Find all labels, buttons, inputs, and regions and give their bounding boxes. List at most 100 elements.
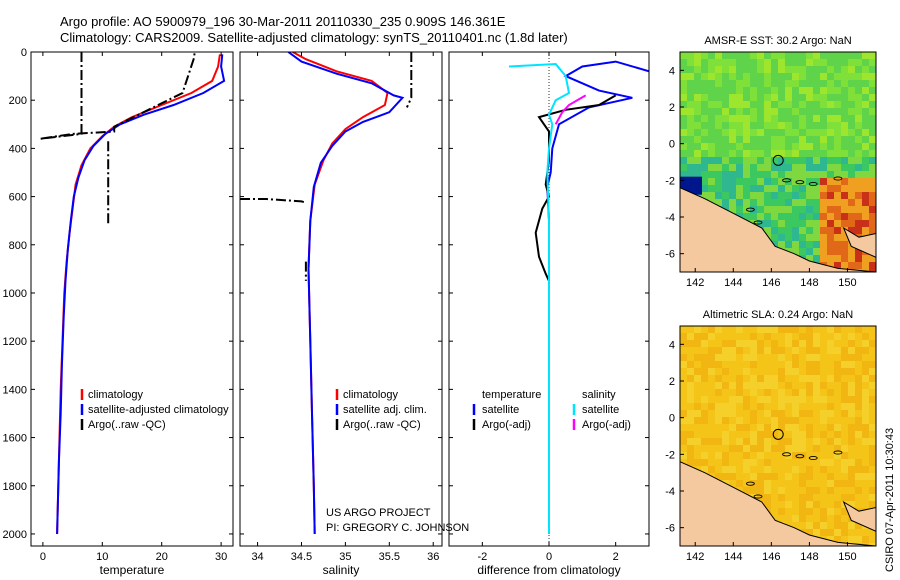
series-line-satellite-adj-clim- xyxy=(287,52,405,535)
x-tick-label: 30 xyxy=(215,551,227,563)
y-tick-label: 200 xyxy=(9,95,27,107)
map-x-tick-label: 148 xyxy=(800,551,818,563)
islet xyxy=(782,452,792,457)
legend-entry: climatology xyxy=(343,389,399,401)
map-x-tick-label: 146 xyxy=(762,277,780,289)
island xyxy=(842,500,876,532)
x-axis-label: difference from climatology xyxy=(477,563,620,577)
islet xyxy=(808,455,818,461)
islet xyxy=(795,454,805,459)
map-y-tick-label: -6 xyxy=(665,249,675,261)
float-location-marker xyxy=(772,428,784,440)
map-frame xyxy=(679,51,877,273)
map-y-tick-label: -4 xyxy=(665,212,675,224)
islet xyxy=(833,176,843,181)
series-line-argo-raw-qc- xyxy=(240,198,307,204)
map-y-tick-label: 2 xyxy=(669,102,675,114)
islet xyxy=(753,220,763,225)
float-location-marker xyxy=(772,154,784,166)
y-tick-label: 1000 xyxy=(3,288,27,300)
x-tick-label: 0 xyxy=(546,551,552,563)
x-tick-label: 2 xyxy=(613,551,619,563)
island xyxy=(842,226,876,258)
y-tick-label: 1600 xyxy=(3,433,27,445)
map-title: AMSR-E SST: 30.2 Argo: NaN xyxy=(704,35,851,47)
islet xyxy=(808,181,818,187)
map-panels: AMSR-E SST: 30.2 Argo: NaN 142 144 146 148 15… xyxy=(665,35,877,563)
y-tick-label: 800 xyxy=(9,240,27,252)
y-tick-label: 600 xyxy=(9,192,27,204)
series-line-argo-raw-qc- xyxy=(39,52,196,140)
credit-line-2: PI: GREGORY C. JOHNSON xyxy=(326,522,469,534)
map-x-tick-label: 150 xyxy=(838,551,856,563)
x-tick-label: 35 xyxy=(339,551,351,563)
y-tick-label: 1800 xyxy=(3,481,27,493)
x-tick-label: 34.5 xyxy=(291,551,312,563)
profile-panel-temperature: 0 10 20 30 0 200 400 600 800 1000 1200 1400 1600 1800… xyxy=(3,47,234,577)
map-x-tick-label: 146 xyxy=(762,551,780,563)
islet xyxy=(833,450,843,455)
y-tick-label: 400 xyxy=(9,143,27,155)
sst-map: AMSR-E SST: 30.2 Argo: NaN 142 144 146 148 15… xyxy=(665,35,877,289)
legend: temperature satellite Argo(-adj) salinity sa… xyxy=(472,389,631,431)
legend-entry: Argo(..raw -QC) xyxy=(88,419,166,431)
x-tick-label: 36 xyxy=(427,551,439,563)
map-title: Altimetric SLA: 0.24 Argo: NaN xyxy=(703,309,853,321)
legend-heading: temperature xyxy=(482,389,541,401)
x-tick-label: 34 xyxy=(251,551,263,563)
series-line-salinity-satellite xyxy=(508,62,571,534)
plot-frame xyxy=(239,51,443,547)
map-x-tick-label: 142 xyxy=(686,551,704,563)
map-y-tick-label: 2 xyxy=(669,376,675,388)
map-y-tick-label: -2 xyxy=(665,449,675,461)
legend-entry: satellite-adjusted climatology xyxy=(88,404,229,416)
series-line-argo-raw-qc- xyxy=(405,52,413,108)
legend-entry: Argo(-adj) xyxy=(482,419,531,431)
x-tick-label: 35.5 xyxy=(379,551,400,563)
plot-frame xyxy=(30,51,234,547)
legend-heading: salinity xyxy=(582,389,616,401)
x-tick-label: -2 xyxy=(477,551,487,563)
x-tick-label: 20 xyxy=(156,551,168,563)
map-frame xyxy=(679,325,877,547)
map-y-tick-label: 0 xyxy=(669,413,675,425)
legend-entry: satellite xyxy=(582,404,619,416)
land-mass xyxy=(680,187,876,272)
map-y-tick-label: 4 xyxy=(669,65,675,77)
y-tick-label: 1400 xyxy=(3,384,27,396)
x-axis-label: temperature xyxy=(100,563,165,577)
legend-entry: Argo(-adj) xyxy=(582,419,631,431)
islet xyxy=(745,481,755,486)
profile-panels: 0 10 20 30020040060080010001200140016001800… xyxy=(3,47,650,577)
map-x-tick-label: 142 xyxy=(686,277,704,289)
map-y-tick-label: -2 xyxy=(665,175,675,187)
islet xyxy=(782,178,792,183)
title-line-2: Climatology: CARS2009. Satellite-adjuste… xyxy=(60,30,568,45)
y-tick-label: 1200 xyxy=(3,336,27,348)
x-tick-label: 0 xyxy=(40,551,46,563)
map-y-tick-label: -4 xyxy=(665,486,675,498)
map-x-tick-label: 144 xyxy=(724,277,742,289)
legend-entry: satellite xyxy=(482,404,519,416)
y-tick-label: 0 xyxy=(21,47,27,59)
series-line-salinity-argo-adj- xyxy=(554,94,587,125)
x-axis-label: salinity xyxy=(323,563,360,577)
map-y-tick-label: 4 xyxy=(669,339,675,351)
map-x-tick-label: 148 xyxy=(800,277,818,289)
map-x-tick-label: 144 xyxy=(724,551,742,563)
legend: climatology satellite adj. clim. Argo(..ra… xyxy=(335,389,427,431)
series-line-satellite-adjusted-climatology xyxy=(56,54,226,535)
map-field-cells xyxy=(680,52,876,272)
series-line-temperature-satellite xyxy=(546,60,649,534)
map-x-tick-label: 150 xyxy=(838,277,856,289)
profile-panel-salinity: 34 34.5 35 35.5 36 salinity climatology satelli… xyxy=(239,51,443,577)
title-line-1: Argo profile: AO 5900979_196 30-Mar-2011… xyxy=(60,14,506,29)
map-y-tick-label: 0 xyxy=(669,139,675,151)
legend: climatology satellite-adjusted climatolog… xyxy=(80,389,229,431)
islet xyxy=(745,207,755,212)
credit-line-1: US ARGO PROJECT xyxy=(326,507,431,519)
legend-entry: Argo(..raw -QC) xyxy=(343,419,421,431)
legend-entry: satellite adj. clim. xyxy=(343,404,427,416)
